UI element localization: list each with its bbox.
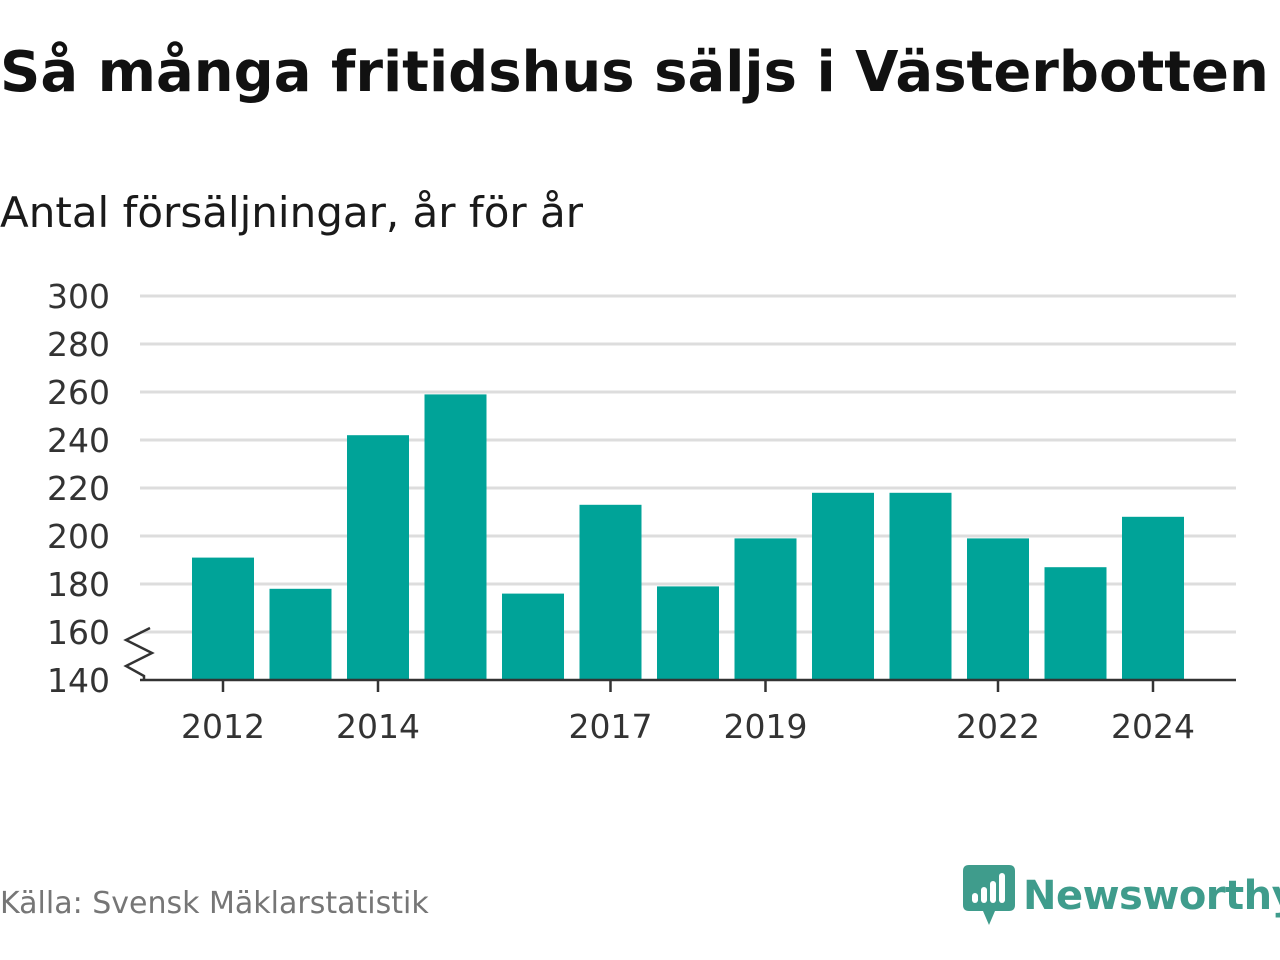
y-tick-label: 140 [47, 661, 110, 700]
bar-2018 [657, 586, 719, 680]
newsworthy-logo-icon [963, 865, 1015, 925]
axes: 140 160 180 200 220 240 260 280 300 2012 2014 2017 2… [47, 277, 1236, 746]
bar-2020 [812, 492, 874, 680]
bar-2019 [734, 538, 797, 680]
bar-2017 [579, 504, 642, 680]
bar-2024 [1122, 516, 1184, 680]
y-tick-label: 180 [47, 565, 110, 604]
y-tick-label: 240 [47, 421, 110, 460]
bar-2021 [889, 492, 952, 680]
axis-break-zigzag [123, 626, 155, 680]
x-tick-label: 2019 [724, 707, 808, 746]
bar-2016 [502, 593, 564, 680]
y-tick-label: 260 [47, 373, 110, 412]
chart-title: Så många fritidshus säljs i Västerbotten [0, 40, 1269, 105]
x-tick-label: 2017 [569, 707, 653, 746]
brand-logo: Newsworthy [963, 864, 1280, 928]
bar-2013 [269, 588, 332, 680]
brand-name: Newsworthy [1023, 873, 1280, 919]
bars [192, 394, 1184, 680]
x-tick-label: 2024 [1111, 707, 1195, 746]
bar-2012 [192, 557, 254, 680]
x-tick-label: 2014 [336, 707, 420, 746]
bar-2014 [347, 435, 409, 680]
y-tick-label: 300 [47, 277, 110, 316]
bar-2022 [967, 538, 1029, 680]
bar-2015 [424, 394, 487, 680]
source-note: Källa: Svensk Mäklarstatistik [0, 886, 429, 921]
y-tick-label: 280 [47, 325, 110, 364]
y-tick-label: 200 [47, 517, 110, 556]
x-tick-label: 2022 [956, 707, 1040, 746]
x-tick-label: 2012 [181, 707, 265, 746]
y-tick-label: 220 [47, 469, 110, 508]
grid-lines [140, 294, 1236, 634]
bar-2023 [1044, 567, 1107, 680]
chart-subtitle: Antal försäljningar, år för år [0, 188, 584, 237]
y-tick-label: 160 [47, 613, 110, 652]
